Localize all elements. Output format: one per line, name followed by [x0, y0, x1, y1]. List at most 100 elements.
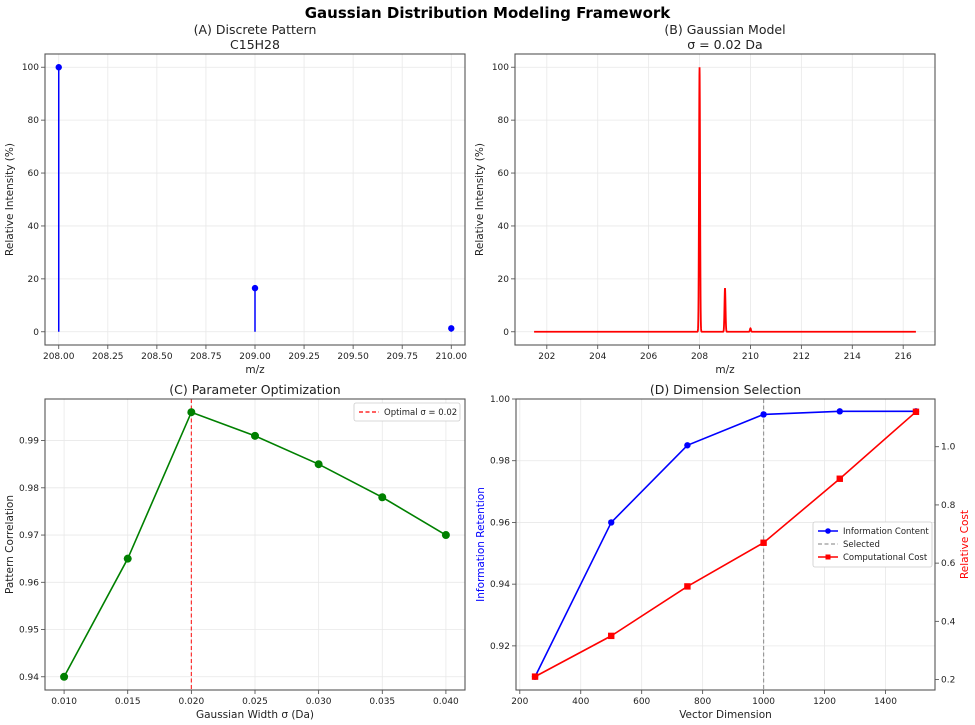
y-right-tick-label: 0.2 [941, 676, 955, 686]
y-tick-label: 0.98 [19, 484, 39, 494]
data-point [608, 632, 615, 640]
x-tick-label: 209.25 [288, 352, 320, 362]
x-tick-label: 214 [844, 352, 861, 362]
x-tick-label: 0.025 [242, 697, 268, 707]
data-point [608, 519, 615, 526]
y-tick-label: 20 [28, 275, 40, 285]
data-point [531, 673, 539, 680]
y-tick-label: 0.99 [19, 437, 39, 447]
y-right-tick-label: 0.4 [941, 617, 956, 627]
x-tick-label: 0.015 [115, 697, 141, 707]
panel-title: (B) Gaussian Model [664, 22, 785, 37]
y-tick-label: 0.95 [19, 626, 39, 636]
y-tick-label: 40 [498, 222, 510, 232]
x-tick-label: 208.50 [141, 352, 173, 362]
legend: Information Content Selected Computational… [812, 521, 933, 568]
y-tick-label: 100 [492, 63, 509, 73]
y-tick-label: 40 [28, 222, 40, 232]
y-tick-label: 80 [498, 116, 510, 126]
legend: Optimal σ = 0.02 [353, 402, 461, 422]
y-tick-label: 0 [33, 328, 39, 338]
x-tick-label: 208.25 [92, 352, 124, 362]
axes-frame [515, 398, 936, 691]
y-tick-label: 0.92 [490, 642, 510, 652]
y-tick-label: 20 [498, 275, 510, 285]
y-right-axis-label: Relative Cost [959, 510, 971, 579]
x-tick-label: 1400 [874, 697, 897, 707]
x-tick-label: 204 [589, 352, 606, 362]
y-tick-label: 0.94 [19, 673, 39, 683]
x-tick-label: 208.75 [190, 352, 222, 362]
x-tick-label: 200 [511, 697, 528, 707]
panel-subtitle: σ = 0.02 Da [687, 37, 762, 52]
y-tick-label: 60 [28, 169, 40, 179]
axes-frame [514, 53, 936, 346]
y-tick-label: 0.96 [490, 518, 510, 528]
data-point [378, 493, 387, 502]
x-tick-label: 210 [742, 352, 759, 362]
x-tick-label: 0.020 [178, 697, 204, 707]
legend-label: Optimal σ = 0.02 [384, 408, 457, 418]
panel-title: (D) Dimension Selection [650, 382, 801, 397]
data-point [912, 408, 920, 416]
data-point [123, 554, 132, 563]
data-point [314, 460, 323, 469]
data-point [836, 408, 843, 415]
data-point [55, 64, 62, 71]
x-tick-label: 0.040 [433, 697, 459, 707]
data-point [187, 408, 196, 417]
x-tick-label: 0.035 [369, 697, 395, 707]
panel-c: (C) Parameter Optimization 0.010 0.015 0.02… [4, 382, 466, 721]
x-tick-label: 209.50 [337, 352, 369, 362]
y-axis-label: Information Retention [475, 487, 487, 602]
axes-frame [44, 53, 466, 346]
panel-subtitle: C15H28 [230, 37, 280, 52]
x-tick-label: 400 [572, 697, 589, 707]
y-right-tick-label: 0.6 [941, 559, 956, 569]
y-tick-label: 0 [503, 328, 509, 338]
grid [45, 399, 465, 690]
y-tick-label: 0.94 [490, 580, 510, 590]
x-tick-label: 0.030 [306, 697, 332, 707]
x-axis-label: Gaussian Width σ (Da) [196, 709, 314, 721]
x-tick-label: 208.00 [43, 352, 75, 362]
y-right-tick-label: 1.0 [941, 443, 956, 453]
x-axis-label: m/z [245, 364, 265, 376]
x-tick-label: 800 [694, 697, 711, 707]
x-tick-label: 202 [538, 352, 555, 362]
x-tick-label: 1200 [813, 697, 836, 707]
y-axis-label: Pattern Correlation [4, 495, 16, 594]
axes-frame [44, 398, 466, 691]
y-tick-label: 80 [28, 116, 40, 126]
data-point [251, 431, 259, 440]
y-tick-label: 0.98 [490, 457, 510, 467]
x-tick-label: 209.00 [239, 352, 271, 362]
x-tick-label: 600 [633, 697, 650, 707]
panel-title: (C) Parameter Optimization [169, 382, 340, 397]
x-tick-label: 208 [691, 352, 708, 362]
panel-title: (A) Discrete Pattern [194, 22, 317, 37]
x-tick-label: 209.75 [386, 352, 418, 362]
y-tick-label: 60 [498, 169, 510, 179]
y-tick-label: 100 [22, 63, 39, 73]
legend-label: Information Content [843, 527, 929, 537]
y-tick-label: 0.96 [19, 578, 39, 588]
data-point [448, 325, 455, 332]
y-axis-label: Relative Intensity (%) [474, 143, 486, 256]
x-axis-label: m/z [715, 364, 735, 376]
x-tick-label: 0.010 [51, 697, 77, 707]
legend-label: Computational Cost [843, 553, 928, 563]
data-point [684, 442, 691, 449]
data-point [60, 672, 69, 681]
x-tick-label: 210.00 [436, 352, 468, 362]
x-tick-label: 212 [793, 352, 810, 362]
x-tick-label: 206 [640, 352, 657, 362]
data-point [684, 583, 691, 590]
y-tick-label: 1.00 [490, 395, 510, 405]
data-point [760, 411, 767, 418]
data-point [251, 284, 259, 292]
data-point [441, 531, 450, 540]
